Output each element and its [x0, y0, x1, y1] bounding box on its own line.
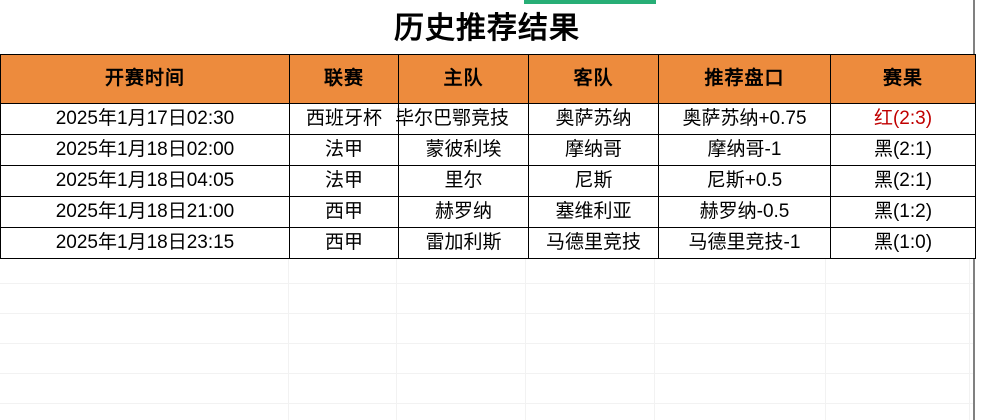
column-header-label: 联赛: [323, 68, 364, 89]
grid-col-line: [654, 254, 655, 420]
grid-col-line: [969, 254, 970, 420]
cell-away[interactable]: 塞维利亚: [528, 196, 659, 228]
grid-col-line: [396, 254, 397, 420]
cell-text: 法甲: [324, 170, 363, 191]
grid-row-line: [0, 373, 974, 374]
table-header: 开赛时间 联赛 主队 客队 推荐盘口 赛果: [0, 54, 976, 104]
table-row[interactable]: 2025年1月18日04:05 法甲 里尔 尼斯 尼斯+0.5 黑(2:1): [0, 165, 976, 197]
cell-home[interactable]: 毕尔巴鄂竞技: [395, 103, 529, 135]
cell-pick[interactable]: 赫罗纳-0.5: [658, 196, 831, 228]
cell-text: 马德里竞技-1: [688, 232, 801, 253]
column-header-home[interactable]: 主队: [398, 54, 529, 104]
cell-time[interactable]: 2025年1月18日02:00: [0, 134, 290, 166]
cell-text: 西甲: [324, 232, 363, 253]
cell-text: 尼斯: [574, 170, 613, 191]
result-badge: 黑(2:1): [873, 170, 933, 191]
column-header-label: 主队: [443, 68, 484, 89]
cell-text: 蒙彼利埃: [425, 139, 502, 160]
cell-text: 里尔: [444, 170, 483, 191]
cell-text: 西班牙杯: [305, 108, 382, 129]
column-header-label: 赛果: [882, 68, 923, 89]
table-row[interactable]: 2025年1月18日02:00 法甲 蒙彼利埃 摩纳哥 摩纳哥-1 黑(2:1): [0, 134, 976, 166]
cell-home[interactable]: 蒙彼利埃: [398, 134, 529, 166]
cell-text: 西甲: [324, 201, 363, 222]
cell-pick[interactable]: 马德里竞技-1: [658, 227, 831, 259]
cell-pick[interactable]: 尼斯+0.5: [658, 165, 831, 197]
cell-text: 2025年1月17日02:30: [55, 108, 235, 129]
cell-text: 2025年1月18日02:00: [55, 139, 235, 160]
column-header-label: 开赛时间: [104, 68, 185, 89]
cell-result[interactable]: 黑(1:0): [830, 227, 976, 259]
cell-text: 奥萨苏纳: [555, 108, 632, 129]
cell-time[interactable]: 2025年1月18日23:15: [0, 227, 290, 259]
grid-col-line: [525, 254, 526, 420]
cell-pick[interactable]: 奥萨苏纳+0.75: [658, 103, 831, 135]
cell-time[interactable]: 2025年1月17日02:30: [0, 103, 290, 135]
cell-text: 赫罗纳-0.5: [699, 201, 790, 222]
cell-away[interactable]: 摩纳哥: [528, 134, 659, 166]
history-results-table[interactable]: 开赛时间 联赛 主队 客队 推荐盘口 赛果 2025年1月17日02:30 西班牙杯 毕尔巴鄂…: [0, 54, 976, 259]
page-title: 历史推荐结果: [394, 12, 580, 45]
cell-away[interactable]: 奥萨苏纳: [528, 103, 659, 135]
column-header-result[interactable]: 赛果: [830, 54, 976, 104]
grid-row-line: [0, 283, 974, 284]
grid-col-line: [288, 254, 289, 420]
cell-league[interactable]: 西甲: [289, 196, 399, 228]
result-badge: 黑(1:2): [873, 201, 933, 222]
cell-text: 2025年1月18日04:05: [55, 170, 235, 191]
cell-text: 2025年1月18日21:00: [55, 201, 235, 222]
column-header-away[interactable]: 客队: [528, 54, 659, 104]
cell-home[interactable]: 雷加利斯: [398, 227, 529, 259]
cell-league[interactable]: 法甲: [289, 134, 399, 166]
cell-result[interactable]: 黑(1:2): [830, 196, 976, 228]
cell-text: 塞维利亚: [555, 201, 632, 222]
cell-result[interactable]: 红(2:3): [830, 103, 976, 135]
header-row: 开赛时间 联赛 主队 客队 推荐盘口 赛果: [0, 54, 976, 104]
cell-text: 毕尔巴鄂竞技: [395, 108, 510, 129]
title-row[interactable]: 历史推荐结果: [0, 4, 974, 54]
table-row[interactable]: 2025年1月17日02:30 西班牙杯 毕尔巴鄂竞技 奥萨苏纳 奥萨苏纳+0.75 红(…: [0, 103, 976, 135]
grid-row-line: [0, 313, 974, 314]
grid-col-line: [825, 254, 826, 420]
cell-text: 尼斯+0.5: [706, 170, 783, 191]
grid-row-line: [0, 403, 974, 404]
cell-home[interactable]: 赫罗纳: [398, 196, 529, 228]
cell-away[interactable]: 尼斯: [528, 165, 659, 197]
cell-text: 雷加利斯: [425, 232, 502, 253]
cell-text: 奥萨苏纳+0.75: [682, 108, 807, 129]
cell-away[interactable]: 马德里竞技: [528, 227, 659, 259]
cell-time[interactable]: 2025年1月18日04:05: [0, 165, 290, 197]
table-row[interactable]: 2025年1月18日21:00 西甲 赫罗纳 塞维利亚 赫罗纳-0.5 黑(1:2): [0, 196, 976, 228]
column-header-pick[interactable]: 推荐盘口: [658, 54, 831, 104]
column-selection-marker: [524, 0, 656, 4]
cell-text: 摩纳哥-1: [707, 139, 782, 160]
table-row[interactable]: 2025年1月18日23:15 西甲 雷加利斯 马德里竞技 马德里竞技-1 黑(1:0): [0, 227, 976, 259]
cell-result[interactable]: 黑(2:1): [830, 165, 976, 197]
column-header-label: 客队: [573, 68, 614, 89]
cell-league[interactable]: 法甲: [289, 165, 399, 197]
result-badge: 红(2:3): [873, 108, 933, 129]
cell-text: 2025年1月18日23:15: [55, 232, 235, 253]
cell-text: 赫罗纳: [434, 201, 492, 222]
cell-text: 马德里竞技: [545, 232, 641, 253]
cell-league[interactable]: 西甲: [289, 227, 399, 259]
column-header-time[interactable]: 开赛时间: [0, 54, 290, 104]
cell-time[interactable]: 2025年1月18日21:00: [0, 196, 290, 228]
column-header-label: 推荐盘口: [704, 68, 785, 89]
column-header-league[interactable]: 联赛: [289, 54, 399, 104]
cell-result[interactable]: 黑(2:1): [830, 134, 976, 166]
result-badge: 黑(2:1): [873, 139, 933, 160]
cell-home[interactable]: 里尔: [398, 165, 529, 197]
grid-row-line: [0, 343, 974, 344]
cell-league[interactable]: 西班牙杯: [289, 103, 399, 135]
cell-text: 摩纳哥: [564, 139, 622, 160]
table-body[interactable]: 2025年1月17日02:30 西班牙杯 毕尔巴鄂竞技 奥萨苏纳 奥萨苏纳+0.75 红(…: [0, 103, 976, 259]
result-badge: 黑(1:0): [873, 232, 933, 253]
cell-text: 法甲: [324, 139, 363, 160]
cell-pick[interactable]: 摩纳哥-1: [658, 134, 831, 166]
